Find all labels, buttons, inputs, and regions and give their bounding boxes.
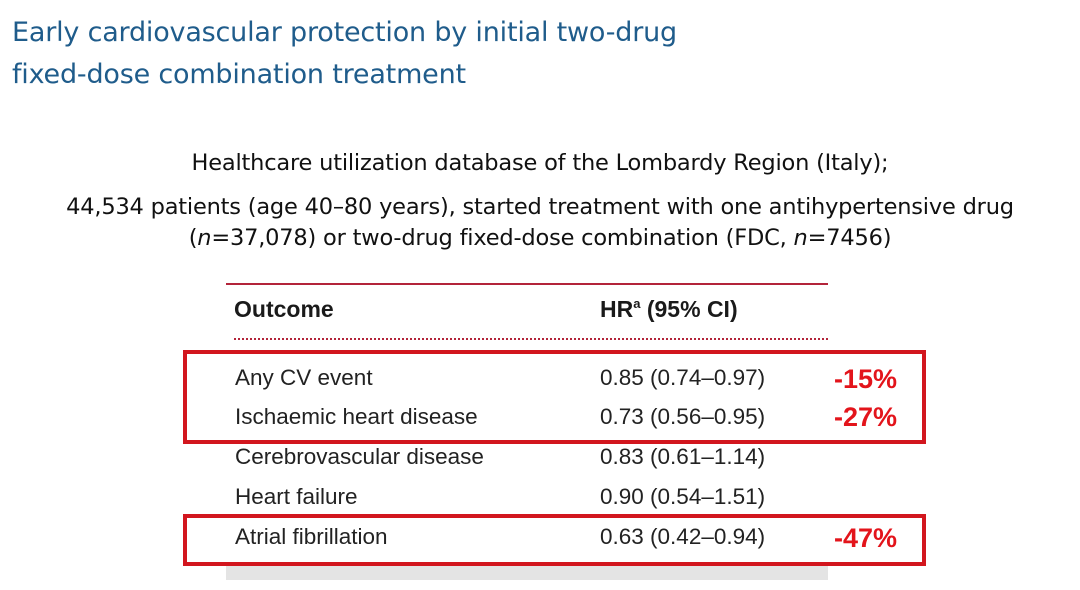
row-4-hr: 0.90 (0.54–1.51) [600, 484, 766, 509]
row-1-outcome: Any CV event [235, 365, 373, 390]
header-hr-footnote: a [633, 296, 641, 311]
header-hr: HRa (95% CI) [600, 296, 738, 323]
highlight-box-rows-1-2 [183, 350, 926, 444]
subtitle-line-3-part-a: ( [188, 225, 198, 251]
results-table [226, 282, 828, 580]
row-1-reduction: -15% [834, 364, 898, 394]
row-2-reduction: -27% [834, 402, 898, 432]
subtitle-line-3-n1: n [197, 225, 212, 251]
row-2-hr: 0.73 (0.56–0.95) [600, 404, 766, 429]
subtitle-line-3: (n=37,078) or two-drug fixed-dose combin… [0, 225, 1080, 251]
subtitle-line-3-n2: n [793, 225, 808, 251]
row-3-outcome: Cerebrovascular disease [235, 444, 484, 469]
row-5-outcome: Atrial fibrillation [235, 524, 388, 549]
header-divider [234, 338, 828, 340]
subtitle-line-1: Healthcare utilization database of the L… [191, 150, 889, 176]
subtitle-line-3-part-b: =37,078) or two-drug fixed-dose combinat… [211, 225, 794, 251]
highlight-box-row-5 [183, 514, 926, 566]
table-bottom-band [226, 566, 828, 580]
header-hr-rest: (95% CI) [640, 296, 738, 322]
row-3-hr: 0.83 (0.61–1.14) [600, 444, 766, 469]
row-5-reduction: -47% [834, 523, 898, 553]
header-outcome: Outcome [234, 296, 334, 322]
slide-title: Early cardiovascular protection by initi… [12, 17, 677, 90]
row-2-outcome: Ischaemic heart disease [235, 404, 478, 429]
row-5-hr: 0.63 (0.42–0.94) [600, 524, 766, 549]
table-top-rule [226, 283, 828, 285]
row-4-outcome: Heart failure [235, 484, 358, 509]
row-1-hr: 0.85 (0.74–0.97) [600, 365, 766, 390]
subtitle-line-3-part-c: =7456) [807, 225, 892, 251]
header-hr-main: HR [600, 296, 634, 322]
subtitle-line-2: 44,534 patients (age 40–80 years), start… [66, 194, 1014, 220]
